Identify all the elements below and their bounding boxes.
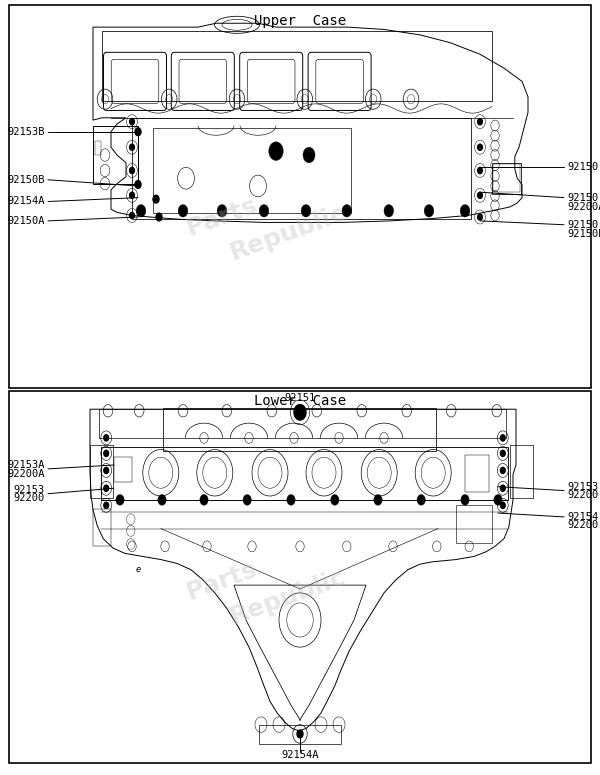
Bar bbox=[90, 445, 113, 498]
Circle shape bbox=[461, 494, 469, 505]
Bar bbox=[153, 128, 351, 213]
Circle shape bbox=[331, 494, 339, 505]
Circle shape bbox=[178, 205, 188, 217]
Text: 92200: 92200 bbox=[14, 494, 45, 503]
Bar bbox=[95, 141, 101, 155]
Bar bbox=[493, 164, 520, 192]
Text: 92154A: 92154A bbox=[281, 750, 319, 759]
Circle shape bbox=[269, 142, 283, 160]
Bar bbox=[492, 163, 521, 194]
Text: 92153: 92153 bbox=[14, 485, 45, 494]
Circle shape bbox=[384, 205, 394, 217]
Text: Parts: Parts bbox=[183, 193, 261, 241]
Circle shape bbox=[135, 128, 141, 136]
Circle shape bbox=[478, 119, 482, 125]
Bar bbox=[93, 509, 111, 546]
Circle shape bbox=[136, 205, 146, 217]
Text: 92200: 92200 bbox=[567, 491, 598, 500]
Circle shape bbox=[500, 485, 505, 491]
Circle shape bbox=[130, 119, 134, 125]
Circle shape bbox=[374, 494, 382, 505]
Text: 92153B: 92153B bbox=[7, 127, 45, 136]
Circle shape bbox=[200, 494, 208, 505]
Text: 92150A: 92150A bbox=[7, 216, 45, 226]
Circle shape bbox=[478, 144, 482, 150]
Circle shape bbox=[500, 467, 505, 474]
Circle shape bbox=[130, 192, 134, 198]
Circle shape bbox=[478, 214, 482, 220]
Text: 92200A: 92200A bbox=[567, 202, 600, 212]
Bar bbox=[456, 505, 492, 542]
Circle shape bbox=[301, 205, 311, 217]
Circle shape bbox=[116, 494, 124, 505]
Text: 92150: 92150 bbox=[567, 193, 598, 202]
Circle shape bbox=[158, 494, 166, 505]
Circle shape bbox=[104, 485, 109, 491]
Bar bbox=[510, 445, 533, 498]
Circle shape bbox=[156, 213, 162, 221]
Bar bbox=[99, 409, 506, 438]
Text: Republic: Republic bbox=[227, 201, 349, 264]
Bar bbox=[102, 31, 492, 101]
Text: 92200A: 92200A bbox=[7, 469, 45, 478]
Bar bbox=[9, 391, 591, 763]
Text: 92154A: 92154A bbox=[7, 197, 45, 206]
Bar bbox=[465, 455, 489, 492]
Circle shape bbox=[500, 502, 505, 508]
Circle shape bbox=[130, 144, 134, 150]
Text: 92150: 92150 bbox=[567, 220, 598, 229]
Circle shape bbox=[104, 435, 109, 441]
Text: Parts: Parts bbox=[183, 557, 261, 605]
Circle shape bbox=[297, 730, 303, 738]
Bar bbox=[9, 5, 591, 388]
Text: 92153A: 92153A bbox=[7, 460, 45, 470]
Text: 92150: 92150 bbox=[567, 162, 598, 171]
Text: 92200: 92200 bbox=[567, 521, 598, 530]
Text: 92150B: 92150B bbox=[7, 175, 45, 184]
Circle shape bbox=[478, 167, 482, 174]
Circle shape bbox=[130, 167, 134, 174]
Text: 92151: 92151 bbox=[284, 393, 316, 402]
Circle shape bbox=[287, 494, 295, 505]
Circle shape bbox=[217, 205, 227, 217]
Circle shape bbox=[153, 195, 159, 203]
Circle shape bbox=[104, 467, 109, 474]
Bar bbox=[101, 447, 508, 500]
Circle shape bbox=[104, 502, 109, 508]
Text: 92153: 92153 bbox=[567, 482, 598, 491]
Circle shape bbox=[303, 147, 315, 163]
Circle shape bbox=[494, 494, 502, 505]
Bar bbox=[114, 457, 132, 482]
Circle shape bbox=[294, 405, 306, 420]
Circle shape bbox=[500, 450, 505, 456]
Circle shape bbox=[500, 435, 505, 441]
Circle shape bbox=[342, 205, 352, 217]
Circle shape bbox=[135, 181, 141, 188]
Circle shape bbox=[259, 205, 269, 217]
Bar bbox=[259, 725, 341, 744]
Bar bbox=[132, 118, 471, 219]
Circle shape bbox=[460, 205, 470, 217]
Circle shape bbox=[424, 205, 434, 217]
Bar bbox=[163, 408, 436, 451]
Text: Republic: Republic bbox=[227, 565, 349, 629]
Circle shape bbox=[130, 212, 134, 219]
Text: e: e bbox=[136, 565, 140, 574]
Circle shape bbox=[478, 192, 482, 198]
Text: 92154: 92154 bbox=[567, 512, 598, 522]
Circle shape bbox=[417, 494, 425, 505]
Text: Lower  Case: Lower Case bbox=[254, 394, 346, 408]
Circle shape bbox=[104, 450, 109, 456]
Bar bbox=[93, 126, 138, 184]
Text: Upper  Case: Upper Case bbox=[254, 14, 346, 28]
Circle shape bbox=[243, 494, 251, 505]
Text: 92150B: 92150B bbox=[567, 229, 600, 239]
